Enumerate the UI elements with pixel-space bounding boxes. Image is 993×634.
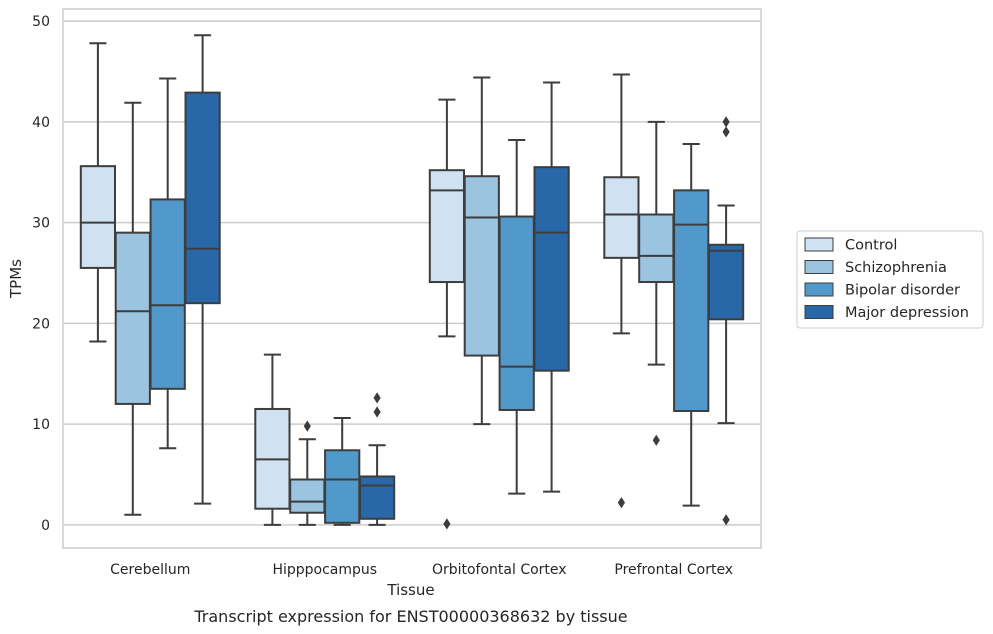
outlier-point bbox=[652, 434, 660, 446]
outlier-point bbox=[303, 420, 311, 432]
box-bipolar-disorder bbox=[498, 138, 535, 495]
iqr-box bbox=[358, 475, 396, 520]
legend-label: Control bbox=[845, 238, 897, 254]
legend-swatch bbox=[804, 282, 834, 297]
iqr-box bbox=[638, 213, 675, 284]
box-major-depression bbox=[184, 34, 221, 505]
iqr-box bbox=[79, 165, 117, 269]
outlier-point bbox=[722, 126, 730, 138]
x-tick-label: Hipppocampus bbox=[272, 562, 377, 578]
legend-swatch bbox=[804, 305, 834, 319]
box-bipolar-disorder bbox=[149, 77, 186, 450]
y-axis-label: TPMs bbox=[7, 259, 25, 299]
legend-label: Major depression bbox=[845, 305, 969, 321]
box-schizophrenia bbox=[638, 120, 675, 446]
legend-label: Bipolar disorder bbox=[845, 283, 960, 299]
x-tick-label: Cerebellum bbox=[110, 562, 190, 578]
x-tick-label: Prefrontal Cortex bbox=[614, 562, 733, 578]
legend-swatch bbox=[804, 260, 834, 274]
chart-caption: Transcript expression for ENST0000036863… bbox=[193, 607, 627, 626]
iqr-box bbox=[324, 449, 361, 524]
box-bipolar-disorder bbox=[324, 417, 361, 526]
outlier-point bbox=[373, 392, 381, 404]
box-schizophrenia bbox=[114, 101, 151, 516]
outlier-point bbox=[373, 406, 381, 418]
box-control bbox=[428, 98, 466, 530]
y-tick-label: 10 bbox=[32, 417, 50, 433]
box-plot-area bbox=[79, 34, 745, 530]
plot-frame bbox=[62, 8, 762, 549]
box-control bbox=[603, 73, 640, 509]
y-tick-label: 30 bbox=[32, 216, 50, 232]
legend-frame bbox=[796, 230, 984, 329]
box-major-depression bbox=[533, 81, 570, 493]
iqr-box bbox=[114, 231, 151, 405]
y-axis-ticks: 0 10 20 30 40 50 bbox=[32, 14, 50, 534]
outlier-point bbox=[722, 514, 730, 526]
legend: Control Schizophrenia Bipolar disorder Majo… bbox=[796, 230, 984, 329]
box-major-depression bbox=[358, 392, 396, 526]
y-tick-label: 20 bbox=[32, 316, 50, 332]
box-schizophrenia bbox=[289, 420, 326, 526]
iqr-box bbox=[707, 243, 745, 321]
iqr-box bbox=[149, 198, 186, 390]
iqr-box bbox=[463, 175, 500, 357]
iqr-box bbox=[428, 169, 466, 284]
x-axis-ticks: Cerebellum Hipppocampus Orbitofontal Corte… bbox=[110, 562, 733, 578]
iqr-box bbox=[184, 91, 221, 305]
y-tick-label: 0 bbox=[41, 518, 50, 534]
iqr-box bbox=[289, 478, 326, 514]
iqr-box bbox=[603, 176, 640, 259]
x-tick-label: Orbitofontal Cortex bbox=[432, 562, 567, 578]
iqr-box bbox=[498, 215, 535, 411]
x-axis-label: Tissue bbox=[386, 581, 434, 599]
legend-label: Schizophrenia bbox=[845, 260, 947, 276]
iqr-box bbox=[673, 189, 710, 412]
box-major-depression bbox=[707, 116, 745, 526]
outlier-point bbox=[617, 497, 625, 509]
legend-swatch bbox=[804, 237, 834, 252]
box-schizophrenia bbox=[463, 76, 500, 426]
box-control bbox=[254, 353, 291, 526]
outlier-point bbox=[443, 518, 451, 530]
y-tick-label: 50 bbox=[32, 14, 50, 30]
y-tick-label: 40 bbox=[32, 115, 50, 131]
box-control bbox=[79, 42, 117, 343]
outlier-point bbox=[722, 116, 730, 128]
box-bipolar-disorder bbox=[673, 143, 710, 507]
iqr-box bbox=[533, 166, 570, 372]
